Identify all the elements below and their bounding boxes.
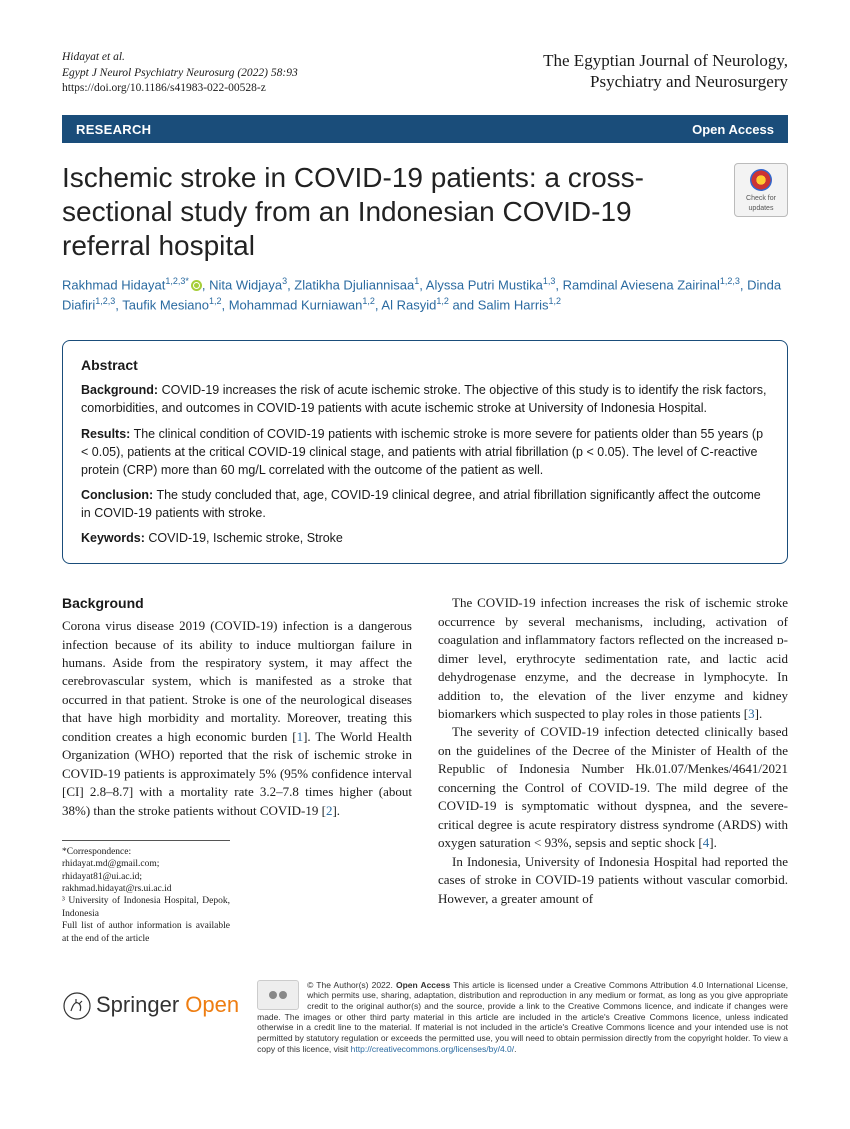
abstract-conclusion: Conclusion: The study concluded that, ag… xyxy=(81,486,769,522)
authors-short: Hidayat et al. xyxy=(62,50,298,66)
journal-name-line2: Psychiatry and Neurosurgery xyxy=(543,71,788,92)
correspondence-affiliation: ³ University of Indonesia Hospital, Depo… xyxy=(62,895,230,920)
article-title: Ischemic stroke in COVID-19 patients: a … xyxy=(62,161,788,263)
ref-link[interactable]: 2 xyxy=(326,803,333,818)
open-text: Open xyxy=(185,992,239,1017)
abstract-background-label: Background: xyxy=(81,383,158,397)
abstract-keywords-text: COVID-19, Ischemic stroke, Stroke xyxy=(145,531,343,545)
research-badge: RESEARCH xyxy=(62,115,165,143)
journal-citation: Egypt J Neurol Psychiatry Neurosurg (202… xyxy=(62,66,298,82)
abstract-results: Results: The clinical condition of COVID… xyxy=(81,425,769,479)
abstract-heading: Abstract xyxy=(81,355,769,375)
license-text: © The Author(s) 2022. Open Access This a… xyxy=(257,980,788,1054)
cc-by-icon xyxy=(257,980,299,1010)
citation-block: Hidayat et al. Egypt J Neurol Psychiatry… xyxy=(62,50,298,97)
doi-link[interactable]: https://doi.org/10.1186/s41983-022-00528… xyxy=(62,81,298,97)
correspondence-note: Full list of author information is avail… xyxy=(62,920,230,945)
abstract-keywords: Keywords: COVID-19, Ischemic stroke, Str… xyxy=(81,529,769,547)
abstract-background-text: COVID-19 increases the risk of acute isc… xyxy=(81,383,766,415)
abstract-background: Background: COVID-19 increases the risk … xyxy=(81,381,769,417)
body-columns: Background Corona virus disease 2019 (CO… xyxy=(62,594,788,945)
body-p1: Corona virus disease 2019 (COVID-19) inf… xyxy=(62,617,412,820)
ref-link[interactable]: 3 xyxy=(748,706,755,721)
journal-name-line1: The Egyptian Journal of Neurology, xyxy=(543,50,788,71)
ref-link[interactable]: 1 xyxy=(297,729,304,744)
abstract-results-label: Results: xyxy=(81,427,130,441)
ref-link[interactable]: 4 xyxy=(703,835,710,850)
body-p4: In Indonesia, University of Indonesia Ho… xyxy=(438,853,788,908)
springer-text: Springer xyxy=(96,992,179,1017)
abstract-keywords-label: Keywords: xyxy=(81,531,145,545)
springer-open-logo: Springer Open xyxy=(62,988,239,1021)
body-p2: The COVID-19 infection increases the ris… xyxy=(438,594,788,723)
crossmark-icon xyxy=(750,169,772,191)
page-footer: Springer Open © The Author(s) 2022. Open… xyxy=(62,973,788,1054)
abstract-conclusion-text: The study concluded that, age, COVID-19 … xyxy=(81,488,761,520)
abstract-conclusion-label: Conclusion: xyxy=(81,488,153,502)
orcid-icon xyxy=(191,280,202,291)
title-block: Ischemic stroke in COVID-19 patients: a … xyxy=(62,161,788,263)
license-body: © The Author(s) 2022. Open Access This a… xyxy=(257,980,788,1054)
abstract-box: Abstract Background: COVID-19 increases … xyxy=(62,340,788,564)
crossmark-label: Check for updates xyxy=(735,194,787,215)
authors-list: Rakhmad Hidayat1,2,3*, Nita Widjaya3, Zl… xyxy=(62,275,788,316)
open-access-badge: Open Access xyxy=(678,115,788,143)
journal-name: The Egyptian Journal of Neurology, Psych… xyxy=(543,50,788,93)
correspondence-email: *Correspondence: rhidayat.md@gmail.com; … xyxy=(62,846,230,895)
abstract-results-text: The clinical condition of COVID-19 patie… xyxy=(81,427,763,477)
correspondence-footnote: *Correspondence: rhidayat.md@gmail.com; … xyxy=(62,840,230,945)
page-header: Hidayat et al. Egypt J Neurol Psychiatry… xyxy=(62,50,788,97)
crossmark-button[interactable]: Check for updates xyxy=(734,163,788,217)
body-p3: The severity of COVID-19 infection detec… xyxy=(438,723,788,852)
springer-horse-icon xyxy=(62,991,92,1021)
license-badge xyxy=(257,980,299,1010)
badge-bar: RESEARCH Open Access xyxy=(62,115,788,143)
background-heading: Background xyxy=(62,594,412,614)
